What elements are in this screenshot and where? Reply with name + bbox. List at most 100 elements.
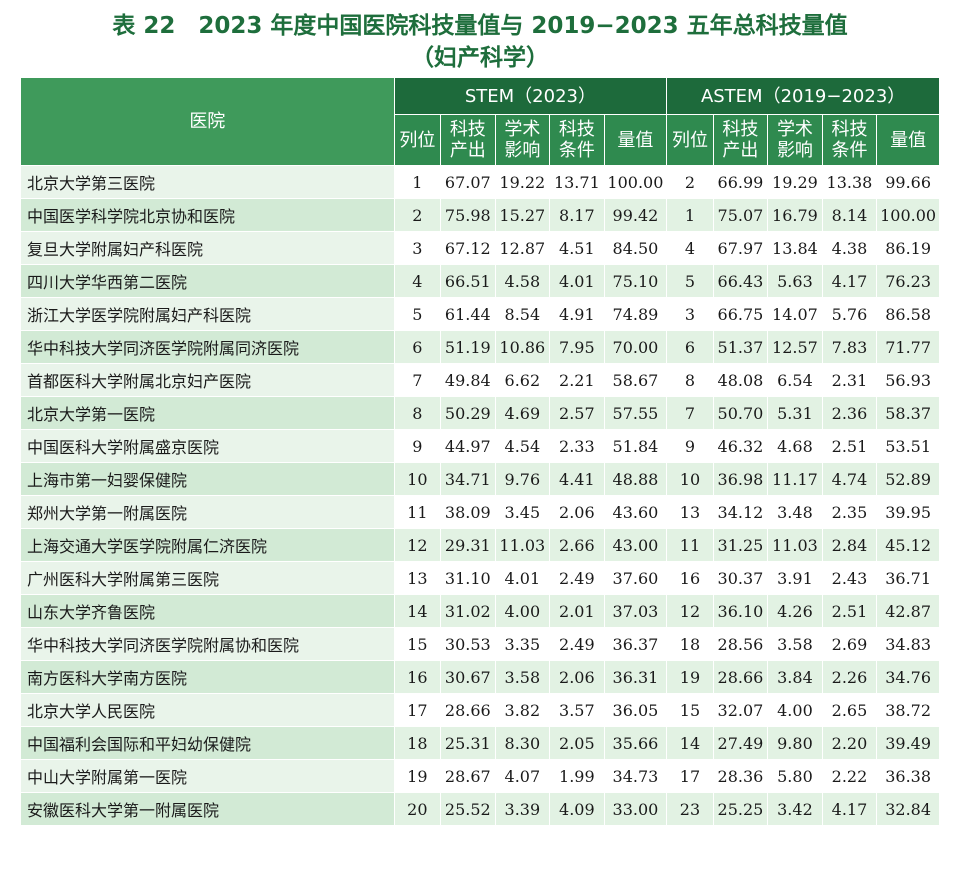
astem-condition-cell: 2.22 bbox=[821, 759, 878, 793]
stem-output-cell: 34.71 bbox=[440, 462, 496, 496]
stem-influence-cell: 10.86 bbox=[494, 330, 551, 364]
astem-influence-cell: 5.80 bbox=[767, 759, 823, 793]
stem-value-cell: 84.50 bbox=[603, 231, 668, 265]
astem-value-cell: 45.12 bbox=[876, 528, 940, 562]
header-stem-value: 量值 bbox=[603, 114, 668, 166]
stem-rank-cell: 13 bbox=[393, 561, 442, 595]
stem-output-cell: 51.19 bbox=[440, 330, 496, 364]
astem-output-cell: 66.43 bbox=[712, 264, 769, 298]
stem-rank-cell: 15 bbox=[393, 627, 442, 661]
hospital-name-cell: 中国医科大学附属盛京医院 bbox=[20, 429, 395, 463]
astem-output-cell: 32.07 bbox=[712, 693, 769, 727]
hospital-name-cell: 中山大学附属第一医院 bbox=[20, 759, 395, 793]
astem-output-cell: 28.36 bbox=[712, 759, 769, 793]
astem-rank-cell: 5 bbox=[666, 264, 714, 298]
header-stem-output: 科技 产出 bbox=[440, 114, 496, 166]
astem-value-cell: 86.58 bbox=[876, 297, 940, 331]
astem-output-cell: 66.75 bbox=[712, 297, 769, 331]
stem-influence-cell: 3.58 bbox=[494, 660, 551, 694]
stem-value-cell: 75.10 bbox=[603, 264, 668, 298]
stem-value-cell: 51.84 bbox=[603, 429, 668, 463]
astem-rank-cell: 17 bbox=[666, 759, 714, 793]
astem-influence-cell: 3.48 bbox=[767, 495, 823, 529]
header-stem-influence: 学术 影响 bbox=[494, 114, 551, 166]
astem-output-cell: 75.07 bbox=[712, 198, 769, 232]
stem-condition-cell: 1.99 bbox=[549, 759, 605, 793]
astem-output-cell: 27.49 bbox=[712, 726, 769, 760]
hospital-name-cell: 中国医学科学院北京协和医院 bbox=[20, 198, 395, 232]
astem-rank-cell: 3 bbox=[666, 297, 714, 331]
stem-influence-cell: 4.00 bbox=[494, 594, 551, 628]
astem-output-cell: 50.70 bbox=[712, 396, 769, 430]
table-body: 北京大学第三医院 1 67.07 19.22 13.71 100.00 2 66.99 19.2… bbox=[20, 165, 940, 826]
astem-value-cell: 36.38 bbox=[876, 759, 940, 793]
astem-condition-cell: 2.51 bbox=[821, 429, 878, 463]
table-row: 上海市第一妇婴保健院 10 34.71 9.76 4.41 48.88 10 36.98 11.… bbox=[20, 462, 940, 496]
stem-influence-cell: 3.35 bbox=[494, 627, 551, 661]
table-row: 北京大学第一医院 8 50.29 4.69 2.57 57.55 7 50.70 5.31 2.3… bbox=[20, 396, 940, 430]
stem-rank-cell: 9 bbox=[393, 429, 442, 463]
astem-condition-cell: 8.14 bbox=[821, 198, 878, 232]
astem-value-cell: 34.83 bbox=[876, 627, 940, 661]
astem-rank-cell: 18 bbox=[666, 627, 714, 661]
stem-influence-cell: 12.87 bbox=[494, 231, 551, 265]
stem-rank-cell: 4 bbox=[393, 264, 442, 298]
header-astem-output: 科技 产出 bbox=[712, 114, 769, 166]
astem-value-cell: 52.89 bbox=[876, 462, 940, 496]
stem-condition-cell: 4.51 bbox=[549, 231, 605, 265]
table-row: 上海交通大学医学院附属仁济医院 12 29.31 11.03 2.66 43.00 11 31… bbox=[20, 528, 940, 562]
stem-output-cell: 29.31 bbox=[440, 528, 496, 562]
stem-condition-cell: 2.33 bbox=[549, 429, 605, 463]
header-astem-group: ASTEM（2019−2023） bbox=[666, 77, 940, 115]
hospital-name-cell: 北京大学第三医院 bbox=[20, 165, 395, 199]
astem-value-cell: 58.37 bbox=[876, 396, 940, 430]
astem-rank-cell: 13 bbox=[666, 495, 714, 529]
stem-value-cell: 58.67 bbox=[603, 363, 668, 397]
table-row: 中国医科大学附属盛京医院 9 44.97 4.54 2.33 51.84 9 46.32 4.6… bbox=[20, 429, 940, 463]
stem-influence-cell: 4.58 bbox=[494, 264, 551, 298]
astem-influence-cell: 6.54 bbox=[767, 363, 823, 397]
stem-output-cell: 28.66 bbox=[440, 693, 496, 727]
astem-output-cell: 30.37 bbox=[712, 561, 769, 595]
stem-rank-cell: 3 bbox=[393, 231, 442, 265]
header-stem-group: STEM（2023） bbox=[393, 77, 668, 115]
header-astem-value: 量值 bbox=[876, 114, 940, 166]
table-row: 山东大学齐鲁医院 14 31.02 4.00 2.01 37.03 12 36.10 4.26 2… bbox=[20, 594, 940, 628]
astem-value-cell: 56.93 bbox=[876, 363, 940, 397]
stem-influence-cell: 8.54 bbox=[494, 297, 551, 331]
astem-rank-cell: 1 bbox=[666, 198, 714, 232]
astem-influence-cell: 12.57 bbox=[767, 330, 823, 364]
table-row: 四川大学华西第二医院 4 66.51 4.58 4.01 75.10 5 66.43 5.63 4… bbox=[20, 264, 940, 298]
astem-rank-cell: 14 bbox=[666, 726, 714, 760]
astem-condition-cell: 5.76 bbox=[821, 297, 878, 331]
astem-influence-cell: 5.31 bbox=[767, 396, 823, 430]
hospital-name-cell: 华中科技大学同济医学院附属协和医院 bbox=[20, 627, 395, 661]
astem-condition-cell: 4.38 bbox=[821, 231, 878, 265]
stem-rank-cell: 14 bbox=[393, 594, 442, 628]
stem-influence-cell: 9.76 bbox=[494, 462, 551, 496]
hospital-name-cell: 安徽医科大学第一附属医院 bbox=[20, 792, 395, 826]
astem-influence-cell: 4.00 bbox=[767, 693, 823, 727]
stem-condition-cell: 2.49 bbox=[549, 561, 605, 595]
stem-influence-cell: 4.07 bbox=[494, 759, 551, 793]
astem-rank-cell: 4 bbox=[666, 231, 714, 265]
astem-output-cell: 34.12 bbox=[712, 495, 769, 529]
astem-rank-cell: 2 bbox=[666, 165, 714, 199]
hospital-name-cell: 南方医科大学南方医院 bbox=[20, 660, 395, 694]
header-stem-condition: 科技 条件 bbox=[549, 114, 605, 166]
stem-value-cell: 35.66 bbox=[603, 726, 668, 760]
astem-rank-cell: 6 bbox=[666, 330, 714, 364]
stem-value-cell: 36.05 bbox=[603, 693, 668, 727]
stem-influence-cell: 3.45 bbox=[494, 495, 551, 529]
stem-rank-cell: 5 bbox=[393, 297, 442, 331]
header-astem-condition: 科技 条件 bbox=[821, 114, 878, 166]
astem-value-cell: 32.84 bbox=[876, 792, 940, 826]
astem-influence-cell: 13.84 bbox=[767, 231, 823, 265]
stem-rank-cell: 8 bbox=[393, 396, 442, 430]
astem-condition-cell: 2.31 bbox=[821, 363, 878, 397]
table-row: 南方医科大学南方医院 16 30.67 3.58 2.06 36.31 19 28.66 3.8… bbox=[20, 660, 940, 694]
astem-condition-cell: 2.35 bbox=[821, 495, 878, 529]
astem-rank-cell: 12 bbox=[666, 594, 714, 628]
table-row: 华中科技大学同济医学院附属协和医院 15 30.53 3.35 2.49 36.37 18 2… bbox=[20, 627, 940, 661]
astem-rank-cell: 7 bbox=[666, 396, 714, 430]
